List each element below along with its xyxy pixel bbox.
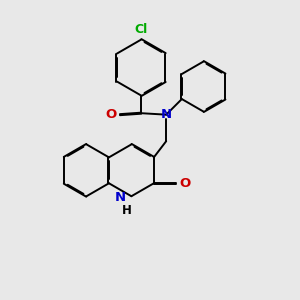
Text: N: N: [161, 108, 172, 121]
Text: H: H: [122, 205, 132, 218]
Text: N: N: [115, 191, 126, 204]
Text: O: O: [105, 108, 116, 121]
Text: O: O: [179, 177, 191, 190]
Text: Cl: Cl: [134, 23, 148, 36]
